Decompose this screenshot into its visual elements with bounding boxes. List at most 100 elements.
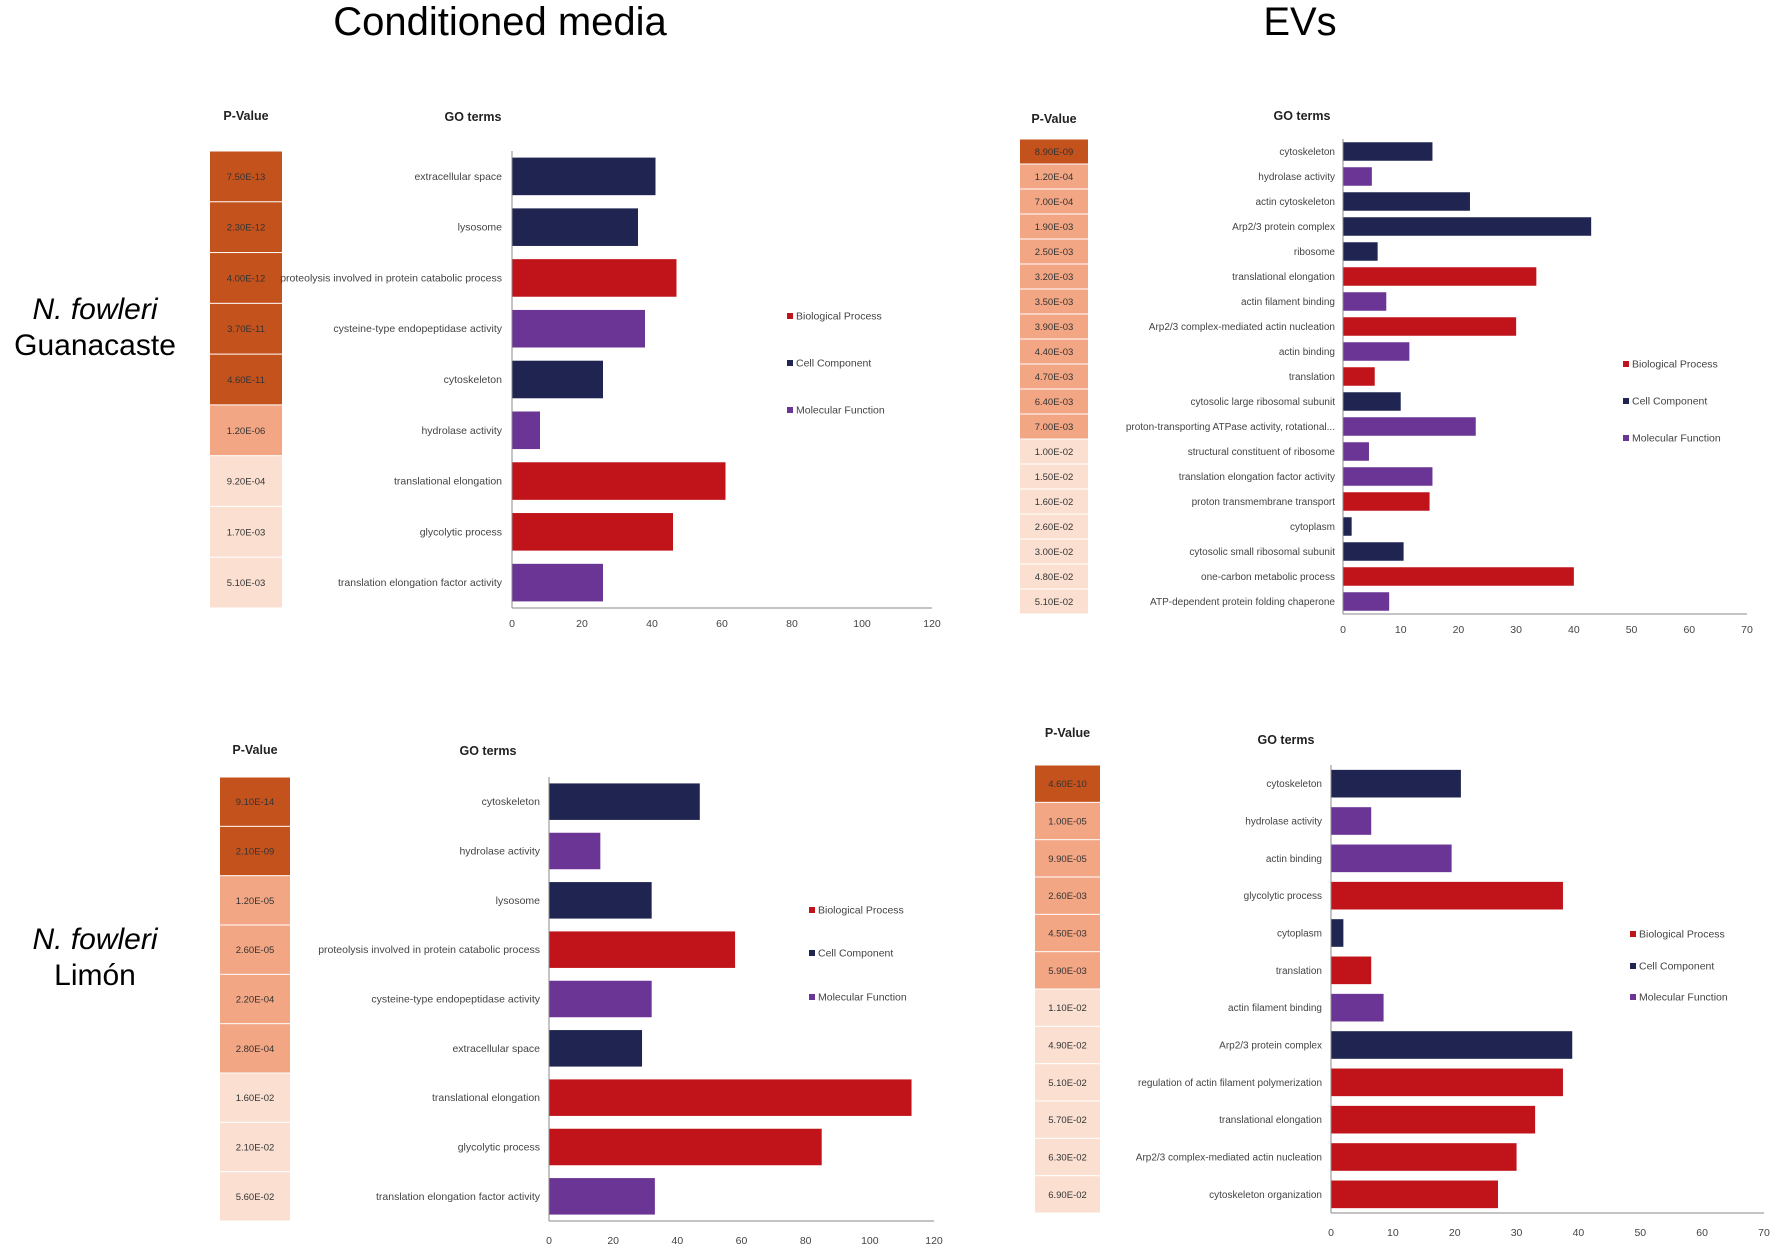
legend-label: Biological Process	[796, 311, 882, 323]
pvalue-cell	[1020, 139, 1088, 164]
pvalue-cell	[1020, 564, 1088, 589]
pvalue-cell	[1035, 952, 1100, 989]
pvalue-cell	[210, 456, 282, 506]
pvalue-label: 1.70E-03	[227, 527, 266, 538]
x-tick-label: 40	[1573, 1227, 1585, 1239]
go-term-label: hydrolase activity	[1245, 817, 1322, 828]
go-term-label: regulation of actin filament polymerizat…	[1138, 1078, 1322, 1089]
pvalue-cell	[220, 1122, 290, 1172]
legend-label: Molecular Function	[1632, 433, 1721, 445]
pvalue-cell	[1035, 1064, 1100, 1101]
pvalue-cell	[210, 202, 282, 253]
x-tick-label: 30	[1511, 1227, 1523, 1239]
legend-swatch	[787, 313, 793, 319]
pvalue-label: 4.60E-10	[1048, 779, 1087, 790]
go-term-label: actin binding	[1279, 347, 1335, 358]
pvalue-label: 1.10E-02	[1048, 1003, 1087, 1014]
bar	[1343, 517, 1352, 536]
go-term-label: cysteine-type endopeptidase activity	[371, 994, 540, 1006]
pvalue-label: 4.70E-03	[1035, 372, 1074, 383]
pvalue-label: 5.10E-03	[227, 578, 266, 589]
legend-label: Cell Component	[796, 358, 871, 370]
pvalue-label: 4.40E-03	[1035, 347, 1074, 358]
go-term-label: cytoskeleton	[1266, 779, 1322, 790]
bar	[1343, 292, 1387, 311]
pvalue-label: 2.30E-12	[227, 223, 266, 234]
pvalue-label: 6.90E-02	[1048, 1190, 1087, 1201]
bar	[1343, 442, 1369, 461]
bar	[1343, 267, 1537, 286]
bar	[512, 462, 726, 500]
pvalue-label: 2.20E-04	[236, 995, 275, 1006]
bar	[1343, 317, 1517, 336]
pvalue-label: 1.60E-02	[236, 1093, 275, 1104]
bar	[1331, 956, 1372, 985]
x-tick-label: 0	[1328, 1227, 1334, 1239]
pvalue-label: 4.80E-02	[1035, 572, 1074, 583]
legend-label: Molecular Function	[818, 992, 907, 1004]
legend-label: Biological Process	[1639, 929, 1725, 941]
pvalue-cell	[220, 777, 290, 826]
pvalue-cell	[1020, 489, 1088, 514]
legend-swatch	[809, 994, 815, 1000]
go-term-label: ATP-dependent protein folding chaperone	[1150, 597, 1335, 608]
go-term-label: lysosome	[496, 895, 541, 907]
go-term-label: proteolysis involved in protein cataboli…	[280, 272, 502, 284]
pvalue-cell	[1035, 914, 1100, 952]
go-term-label: glycolytic process	[458, 1142, 540, 1154]
x-tick-label: 20	[1449, 1227, 1461, 1239]
pvalue-label: 1.50E-02	[1035, 472, 1074, 483]
pvalue-label: 3.70E-11	[227, 324, 265, 335]
pvalue-cell	[1035, 877, 1100, 914]
go-term-label: translation elongation factor activity	[338, 577, 503, 589]
pvalue-label: 7.00E-04	[1035, 197, 1074, 208]
bar	[512, 360, 603, 399]
bar	[1331, 1180, 1499, 1209]
bar	[1331, 1031, 1573, 1059]
go-term-label: cytosolic large ribosomal subunit	[1190, 397, 1335, 408]
row-label-species: N. fowleri	[32, 293, 158, 326]
legend-swatch	[1630, 931, 1636, 937]
legend-label: Cell Component	[1632, 396, 1707, 408]
pvalue-label: 1.20E-05	[236, 896, 275, 907]
pvalue-label: 1.60E-02	[1035, 497, 1074, 508]
go-term-label: cytoskeleton	[444, 374, 503, 386]
bar	[1343, 567, 1574, 586]
go-term-label: actin cytoskeleton	[1256, 197, 1336, 208]
x-tick-label: 0	[1340, 624, 1346, 636]
go-term-label: cytoskeleton	[1279, 147, 1335, 158]
pvalue-cell	[220, 876, 290, 925]
pvalue-label: 1.90E-03	[1035, 222, 1074, 233]
bar	[512, 157, 656, 196]
go-term-label: translation elongation factor activity	[376, 1191, 541, 1203]
pvalue-cell	[1020, 439, 1088, 464]
x-tick-label: 40	[671, 1235, 683, 1247]
pvalue-cell	[1020, 414, 1088, 439]
go-term-label: hydrolase activity	[459, 846, 540, 858]
pvalue-cell	[220, 1172, 290, 1221]
bar	[549, 1128, 822, 1166]
pvalue-label: 2.10E-02	[236, 1143, 275, 1154]
go-term-label: extracellular space	[414, 171, 502, 183]
pvalue-cell	[220, 974, 290, 1024]
pvalue-label: 4.50E-03	[1048, 929, 1087, 940]
x-tick-label: 120	[925, 1235, 943, 1247]
row-label-site: Limón	[54, 959, 136, 992]
x-tick-label: 50	[1626, 624, 1638, 636]
row-label-site: Guanacaste	[14, 329, 176, 362]
pvalue-title: P-Value	[1031, 112, 1076, 126]
bar	[549, 1079, 912, 1116]
go-term-label: lysosome	[458, 222, 503, 234]
legend-swatch	[1623, 361, 1629, 367]
pvalue-label: 3.50E-03	[1035, 297, 1074, 308]
go-term-label: hydrolase activity	[421, 425, 502, 437]
pvalue-label: 8.90E-09	[1035, 147, 1074, 158]
x-tick-label: 100	[853, 618, 871, 630]
pvalue-label: 1.20E-06	[227, 426, 266, 437]
pvalue-label: 2.60E-03	[1048, 891, 1087, 902]
pvalue-label: 5.60E-02	[236, 1192, 275, 1203]
